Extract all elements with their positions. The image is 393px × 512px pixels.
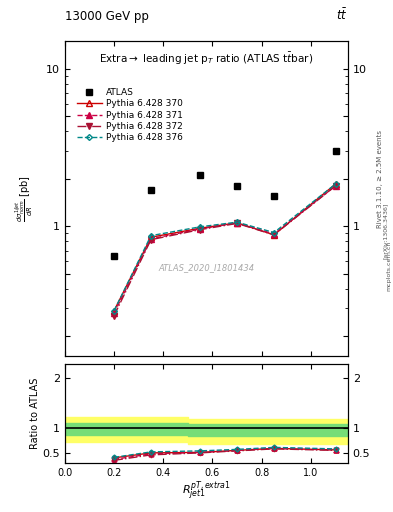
Text: Rivet 3.1.10, ≥ 2.5M events: Rivet 3.1.10, ≥ 2.5M events xyxy=(377,130,384,228)
Text: $t\bar{t}$: $t\bar{t}$ xyxy=(336,7,348,23)
Text: ATLAS_2020_I1801434: ATLAS_2020_I1801434 xyxy=(158,263,254,272)
Y-axis label: Ratio to ATLAS: Ratio to ATLAS xyxy=(29,378,40,449)
Text: Extra$\rightarrow$ leading jet p$_T$ ratio (ATLAS t$\bar{t}$bar): Extra$\rightarrow$ leading jet p$_T$ rat… xyxy=(99,50,314,67)
Text: 13000 GeV pp: 13000 GeV pp xyxy=(65,10,149,23)
Y-axis label: $\frac{d\sigma_{norm}^{1/jet}}{dR}$ [pb]: $\frac{d\sigma_{norm}^{1/jet}}{dR}$ [pb] xyxy=(13,175,35,222)
Legend: ATLAS, Pythia 6.428 370, Pythia 6.428 371, Pythia 6.428 372, Pythia 6.428 376: ATLAS, Pythia 6.428 370, Pythia 6.428 37… xyxy=(75,87,184,144)
Text: mcplots.cern.ch: mcplots.cern.ch xyxy=(387,241,391,291)
Text: [arXiv:1306.3436]: [arXiv:1306.3436] xyxy=(383,202,387,259)
X-axis label: $R_{jet1}^{pT,extra1}$: $R_{jet1}^{pT,extra1}$ xyxy=(182,480,231,503)
